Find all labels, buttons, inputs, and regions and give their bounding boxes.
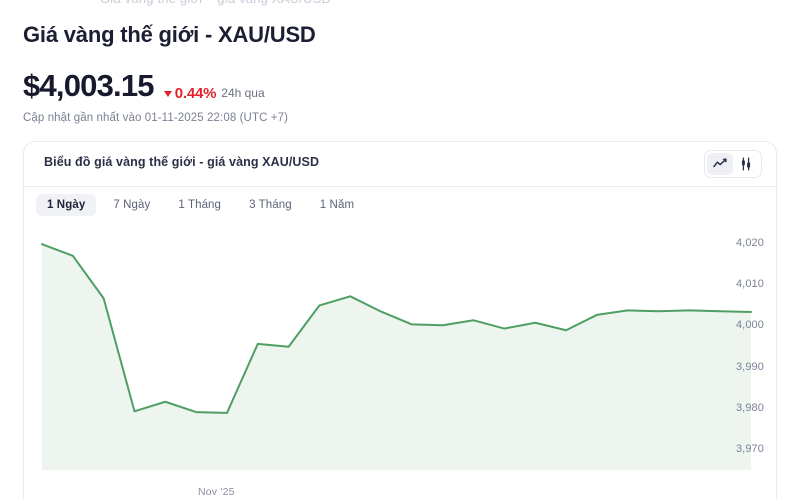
timeframe-tabs[interactable]: 1 Ngày 7 Ngày 1 Tháng 3 Tháng 1 Năm — [36, 194, 365, 216]
y-axis-tick-label: 4,000 — [735, 319, 764, 332]
price-change: 0.44% 24h qua — [163, 84, 265, 102]
line-chart-icon — [713, 158, 727, 170]
chart-line — [41, 243, 752, 414]
y-axis-tick-label: 3,980 — [735, 401, 764, 414]
y-axis-tick-label: 4,020 — [735, 236, 764, 249]
change-period-label: 24h qua — [221, 86, 265, 100]
x-axis-tick-label: Nov '25 — [197, 486, 235, 498]
y-axis-tick-label: 4,010 — [735, 277, 764, 290]
cut-off-header-text: Giá vàng thế giới – giá vàng XAU/USD — [100, 0, 331, 6]
chart-card: Biểu đồ giá vàng thế giới - giá vàng XAU… — [23, 141, 777, 500]
y-axis-tick-label: 3,970 — [735, 443, 764, 456]
price-summary: $4,003.15 0.44% 24h qua — [23, 68, 265, 104]
y-axis-tick-label: 3,990 — [735, 360, 764, 373]
chart-card-header: Biểu đồ giá vàng thế giới - giá vàng XAU… — [24, 142, 776, 187]
price-chart[interactable] — [24, 226, 776, 500]
y-axis-labels: 4,020 4,010 4,000 3,990 3,980 3,970 — [708, 226, 768, 500]
chart-title: Biểu đồ giá vàng thế giới - giá vàng XAU… — [44, 155, 320, 169]
candlestick-chart-icon — [739, 157, 753, 171]
tab-3-months[interactable]: 3 Tháng — [249, 199, 292, 211]
candlestick-chart-button[interactable] — [733, 153, 759, 175]
current-price: $4,003.15 — [23, 68, 155, 103]
card-divider — [24, 186, 776, 187]
line-chart-button[interactable] — [707, 153, 733, 175]
tab-1-month[interactable]: 1 Tháng — [178, 199, 222, 211]
caret-down-icon — [163, 91, 172, 97]
chart-type-toggle[interactable] — [704, 150, 762, 178]
last-updated-text: Cập nhật gần nhất vào 01-11-2025 22:08 (… — [23, 112, 289, 124]
tab-7-days[interactable]: 7 Ngày — [113, 199, 151, 211]
page-title: Giá vàng thế giới - XAU/USD — [23, 22, 316, 47]
tab-1-year[interactable]: 1 Năm — [319, 199, 355, 211]
tab-1-day[interactable]: 1 Ngày — [36, 194, 97, 216]
chart-area-fill — [42, 244, 751, 470]
change-percent: 0.44% — [174, 84, 217, 102]
